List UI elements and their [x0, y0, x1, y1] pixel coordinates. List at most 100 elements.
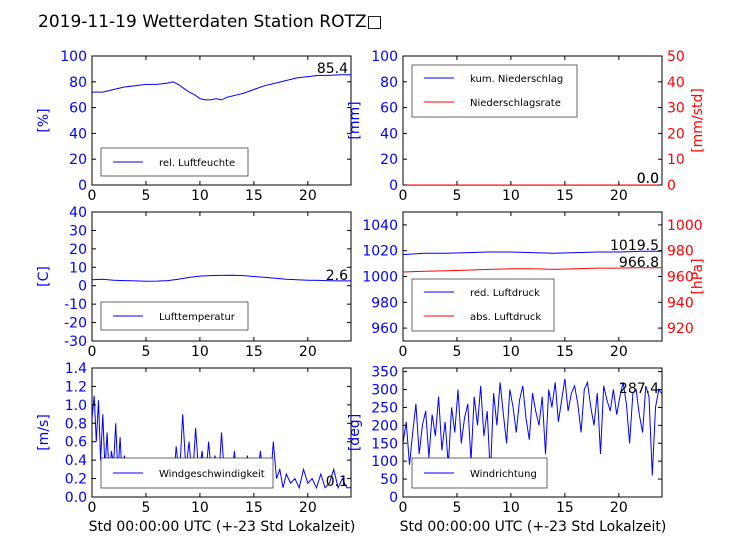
chart-pressure: 0 5 10 15 20 960 980 1000 1020 1040 920 940 960 980 10… — [362, 211, 706, 360]
x-tick-label: 15 — [556, 344, 574, 360]
legend-label: Lufttemperatur — [159, 312, 236, 323]
y-tick-label: 80 — [380, 75, 398, 91]
series-line-lufttemperatur — [92, 274, 351, 282]
x-tick-label: 5 — [452, 188, 461, 204]
x-tick-label: 0 — [88, 344, 97, 360]
legend: kum. Niederschlag Niederschlagsrate — [411, 64, 578, 118]
y2-tick-label: 50 — [667, 49, 685, 65]
legend-label: Windrichtung — [470, 469, 537, 480]
y-tick-label: 0 — [389, 490, 398, 506]
y2-tick-label: 980 — [667, 244, 694, 260]
y2-axis-label: [mm/std] — [690, 88, 706, 153]
y-tick-label: 200 — [371, 418, 398, 434]
series-line-rel-luftfeuchte — [92, 74, 351, 101]
x-tick-label: 5 — [141, 344, 150, 360]
y-tick-label: 20 — [69, 242, 87, 258]
x-tick-label: 0 — [88, 500, 97, 516]
y-tick-label: 20 — [380, 152, 398, 168]
page-title: 2019-11-19 Wetterdaten Station ROTZ□ — [38, 12, 383, 32]
value-label: 2.6 — [326, 268, 348, 284]
y-tick-label: 60 — [69, 101, 87, 117]
legend-box — [100, 147, 249, 177]
y-tick-label: 1.0 — [65, 398, 87, 414]
x-tick-label: 0 — [88, 188, 97, 204]
y-tick-label: 0.4 — [65, 453, 87, 469]
y2-tick-label: 0 — [667, 178, 676, 194]
y-tick-label: 0.0 — [65, 490, 87, 506]
y-tick-label: 20 — [69, 152, 87, 168]
y-axis-label: [C] — [36, 266, 52, 287]
y-axis-label: [mm] — [347, 101, 363, 139]
y-tick-label: -30 — [64, 334, 87, 350]
y2-tick-label: 20 — [667, 126, 685, 142]
x-tick-label: 20 — [610, 344, 628, 360]
value-label: 0.0 — [637, 171, 659, 187]
legend-box — [411, 64, 578, 118]
y-tick-label: 80 — [69, 75, 87, 91]
y-tick-label: 100 — [60, 49, 87, 65]
y-tick-label: 350 — [371, 365, 398, 381]
x-tick-label: 10 — [502, 188, 520, 204]
x-tick-label: 10 — [191, 344, 209, 360]
y-tick-label: 100 — [371, 454, 398, 470]
series-line-windrichtung — [403, 378, 662, 476]
x-tick-label: 0 — [399, 188, 408, 204]
y-tick-label: 1000 — [362, 270, 398, 286]
legend-label: rel. Luftfeuchte — [159, 158, 235, 169]
y2-tick-label: 940 — [667, 295, 694, 311]
y-tick-label: 1.2 — [65, 379, 87, 395]
chart-humidity: 0 5 10 15 20 0 20 40 60 80 100 [%] rel. Luftfeuchte 8… — [36, 49, 352, 204]
x-tick-label: 10 — [191, 500, 209, 516]
y-tick-label: 0.8 — [65, 416, 87, 432]
x-tick-label: 5 — [452, 344, 461, 360]
x-tick-label: 20 — [299, 500, 317, 516]
y-axis-label: [%] — [36, 108, 52, 132]
chart-winddir: 0 5 10 15 20050100150200250300350[deg]Windri… — [347, 365, 663, 516]
y-tick-label: 300 — [371, 383, 398, 399]
x-tick-label: 5 — [141, 500, 150, 516]
y-tick-label: 0 — [78, 178, 87, 194]
x-tick-label: 20 — [299, 344, 317, 360]
x-tick-label: 10 — [502, 344, 520, 360]
x-tick-label: 0 — [399, 500, 408, 516]
x-tick-label: 15 — [556, 500, 574, 516]
value-label: 1019.5 — [610, 238, 659, 254]
y-tick-label: 60 — [380, 101, 398, 117]
x-tick-label: 15 — [245, 500, 263, 516]
x-tick-label: 0 — [399, 344, 408, 360]
y-tick-label: -20 — [64, 316, 87, 332]
series-line-abs-luftdruck — [403, 267, 662, 273]
y-tick-label: 30 — [69, 223, 87, 239]
x-tick-label: 20 — [610, 188, 628, 204]
y-tick-label: 0.2 — [65, 472, 87, 488]
legend-box — [411, 278, 555, 332]
y-tick-label: 980 — [371, 295, 398, 311]
series-line-red-luftdruck — [403, 250, 662, 256]
value-label: 85.4 — [317, 61, 348, 77]
value-label: 0.1 — [326, 474, 348, 490]
y-tick-label: 150 — [371, 436, 398, 452]
legend: Windrichtung — [411, 457, 548, 489]
chart-wind: 0 5 10 15 20 0.0 0.2 0.4 0.6 0.8 1.0 1.2 1.4 [m/s] Win… — [36, 361, 352, 516]
y-tick-label: 40 — [69, 126, 87, 142]
y-tick-label: 0 — [389, 178, 398, 194]
y-tick-label: 250 — [371, 400, 398, 416]
legend-label: Windgeschwindigkeit — [159, 469, 265, 480]
chart-temperature: 0 5 10 15 20 -30 -20 -10 0 10 20 30 40 [C] Lufttempera… — [36, 205, 352, 360]
value-label: 287.4 — [619, 381, 659, 397]
x-tick-label: 15 — [245, 344, 263, 360]
legend-label: Niederschlagsrate — [470, 98, 561, 109]
x-tick-label: 15 — [245, 188, 263, 204]
y-tick-label: 40 — [69, 205, 87, 221]
y-tick-label: 100 — [371, 49, 398, 65]
legend: red. Luftdruck abs. Luftdruck — [411, 278, 555, 332]
x-tick-label: 10 — [502, 500, 520, 516]
legend: Windgeschwindigkeit — [100, 457, 274, 489]
x-tick-label: 20 — [299, 188, 317, 204]
y-tick-label: 1040 — [362, 218, 398, 234]
y-tick-label: 1020 — [362, 244, 398, 260]
legend-label: kum. Niederschlag — [470, 74, 563, 85]
y-tick-label: 0.6 — [65, 435, 87, 451]
